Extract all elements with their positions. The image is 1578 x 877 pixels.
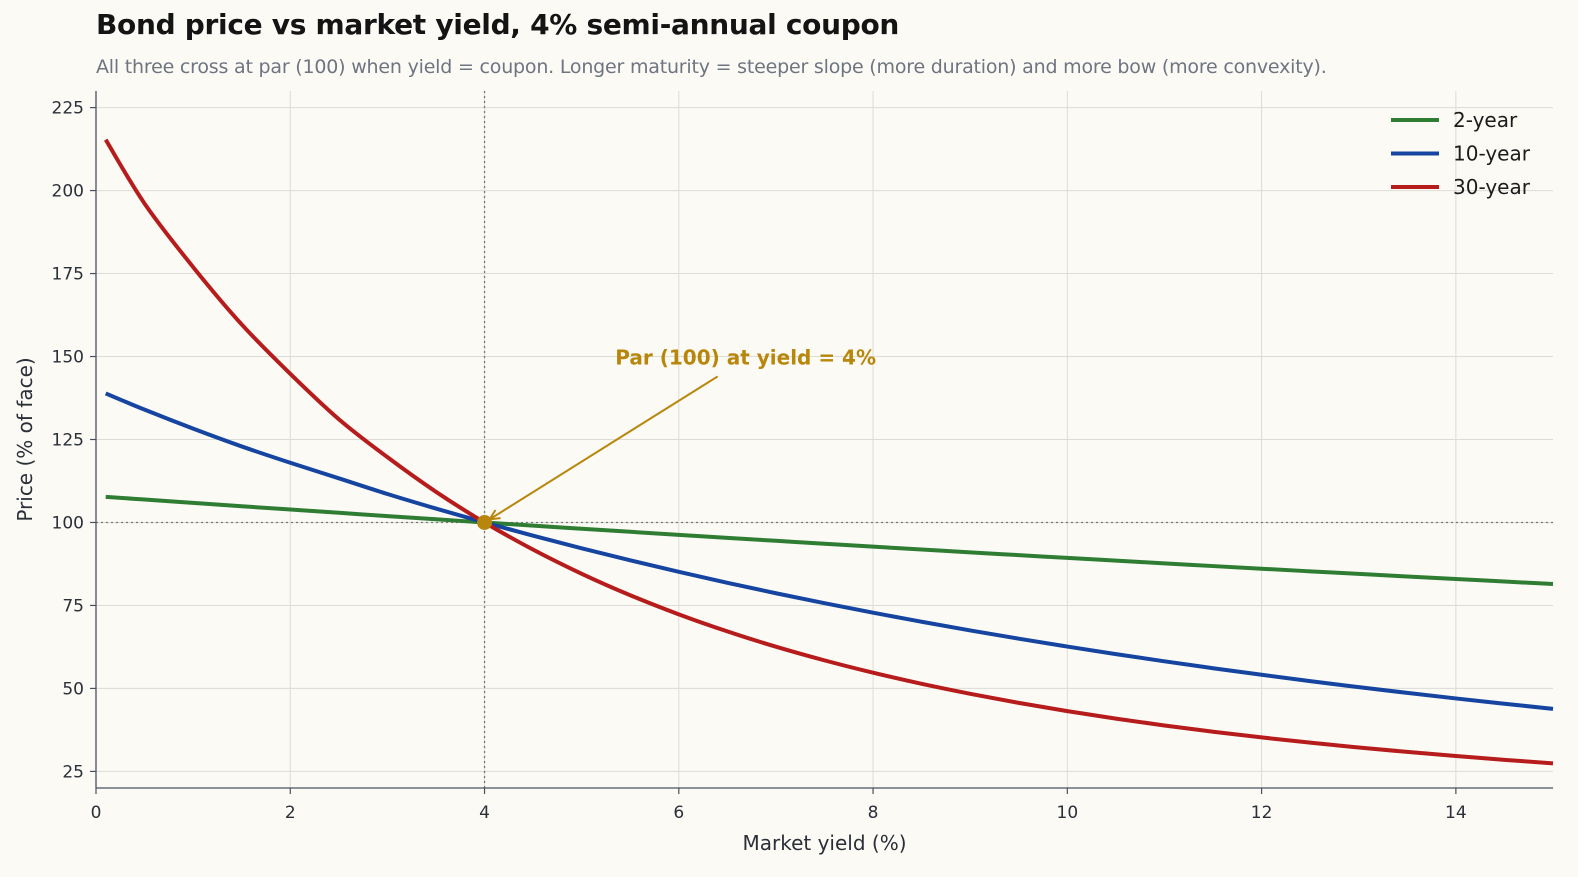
x-tick-label: 12: [1251, 803, 1273, 823]
x-axis-label: Market yield (%): [742, 831, 906, 855]
chart-title: Bond price vs market yield, 4% semi-annu…: [96, 8, 900, 41]
y-tick-label: 225: [52, 99, 84, 119]
legend: 2-year 10-year 30-year: [1391, 108, 1531, 199]
y-tick-label: 200: [52, 182, 84, 202]
x-tick-label: 6: [673, 803, 684, 823]
x-tick-label: 14: [1445, 803, 1467, 823]
series-lines: [104, 138, 1554, 766]
series-line-2-year: [105, 494, 1554, 587]
series-line-30-year: [104, 138, 1554, 766]
reference-lines: [96, 91, 1553, 788]
annotation-label: Par (100) at yield = 4%: [615, 345, 876, 369]
y-tick-label: 175: [52, 265, 84, 285]
chart-subtitle: All three cross at par (100) when yield …: [96, 56, 1327, 78]
x-tick-label: 0: [91, 803, 102, 823]
legend-label-10-year: 10-year: [1453, 142, 1531, 166]
legend-label-2-year: 2-year: [1453, 108, 1518, 132]
x-tick-label: 10: [1057, 803, 1079, 823]
annotation: Par (100) at yield = 4%: [477, 345, 876, 530]
annotation-arrow: [489, 375, 719, 521]
legend-label-30-year: 30-year: [1453, 175, 1531, 199]
y-axis-label: Price (% of face): [13, 357, 37, 521]
par-point-marker: [477, 514, 493, 530]
y-tick-label: 150: [52, 348, 84, 368]
y-tick-label: 125: [52, 431, 84, 451]
y-tick-label: 75: [62, 596, 84, 616]
series-line-10-year: [104, 391, 1554, 711]
x-tick-label: 4: [479, 803, 490, 823]
y-tick-label: 25: [62, 762, 84, 782]
x-tick-label: 8: [868, 803, 879, 823]
x-tick-label: 2: [285, 803, 296, 823]
y-tick-label: 50: [62, 679, 84, 699]
y-tick-label: 100: [52, 513, 84, 533]
axes: 0 2 4 6 8 10 12 14 25 50 75 100 125 150 175 200 225: [52, 91, 1553, 823]
